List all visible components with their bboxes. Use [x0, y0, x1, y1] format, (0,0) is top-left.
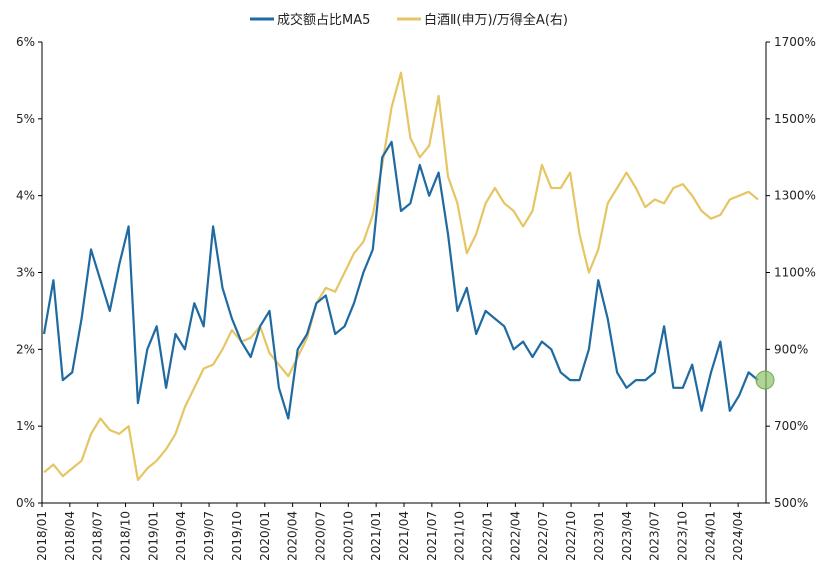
right-tick-label: 1700%	[774, 35, 816, 49]
x-tick-label: 2021/04	[397, 511, 411, 561]
x-tick-label: 2023/10	[675, 511, 689, 561]
left-tick-label: 6%	[16, 35, 35, 49]
right-tick-label: 900%	[774, 342, 808, 356]
x-tick-label: 2018/01	[35, 511, 49, 561]
x-tick-label: 2024/04	[731, 511, 745, 561]
right-tick-label: 500%	[774, 496, 808, 510]
x-tick-label: 2021/07	[425, 511, 439, 561]
x-tick-label: 2020/10	[341, 511, 355, 561]
x-tick-label: 2018/04	[63, 511, 77, 561]
right-tick-label: 1300%	[774, 189, 816, 203]
x-tick-label: 2022/07	[536, 511, 550, 561]
series-lines	[42, 71, 759, 481]
right-tick-label: 700%	[774, 419, 808, 433]
x-tick-label: 2020/07	[313, 511, 327, 561]
x-tick-label: 2020/01	[258, 511, 272, 561]
left-tick-label: 4%	[16, 189, 35, 203]
left-tick-label: 1%	[16, 419, 35, 433]
series-line-volume-share	[42, 140, 759, 420]
left-tick-label: 5%	[16, 112, 35, 126]
right-tick-label: 1100%	[774, 266, 816, 280]
legend-label-volume-share: 成交额占比MA5	[277, 12, 370, 28]
right-tick-label: 1500%	[774, 112, 816, 126]
x-tick-label: 2019/04	[174, 511, 188, 561]
x-tick-label: 2021/01	[369, 511, 383, 561]
highlight-marker	[755, 370, 775, 390]
right-y-ticks: 500% 700% 900% 1100% 1300% 1500% 1700%	[766, 35, 816, 510]
axes	[41, 42, 767, 504]
x-tick-label: 2019/10	[230, 511, 244, 561]
left-y-ticks: 0% 1% 2% 3% 4% 5% 6%	[16, 35, 42, 510]
x-tick-label: 2024/01	[703, 511, 717, 561]
x-tick-label: 2020/04	[286, 511, 300, 561]
x-tick-label: 2023/04	[620, 511, 634, 561]
legend-label-baijiu-ratio: 白酒Ⅱ(申万)/万得全A(右)	[424, 12, 568, 28]
series-line-baijiu-ratio	[43, 71, 759, 481]
x-tick-label: 2019/07	[202, 511, 216, 561]
x-tick-label: 2023/01	[592, 511, 606, 561]
x-tick-label: 2022/01	[481, 511, 495, 561]
left-tick-label: 2%	[16, 342, 35, 356]
x-tick-label: 2021/10	[453, 511, 467, 561]
x-tick-label: 2022/04	[508, 511, 522, 561]
x-tick-label: 2023/07	[648, 511, 662, 561]
x-tick-label: 2018/07	[91, 511, 105, 561]
left-tick-label: 3%	[16, 266, 35, 280]
legend: 成交额占比MA5 白酒Ⅱ(申万)/万得全A(右)	[250, 12, 568, 28]
left-tick-label: 0%	[16, 496, 35, 510]
x-tick-label: 2022/10	[564, 511, 578, 561]
x-tick-label: 2019/01	[146, 511, 160, 561]
x-tick-label: 2018/10	[119, 511, 133, 561]
x-axis-ticks: 2018/01 2018/04 2018/07 2018/10 2019/01 2019/…	[35, 503, 745, 561]
